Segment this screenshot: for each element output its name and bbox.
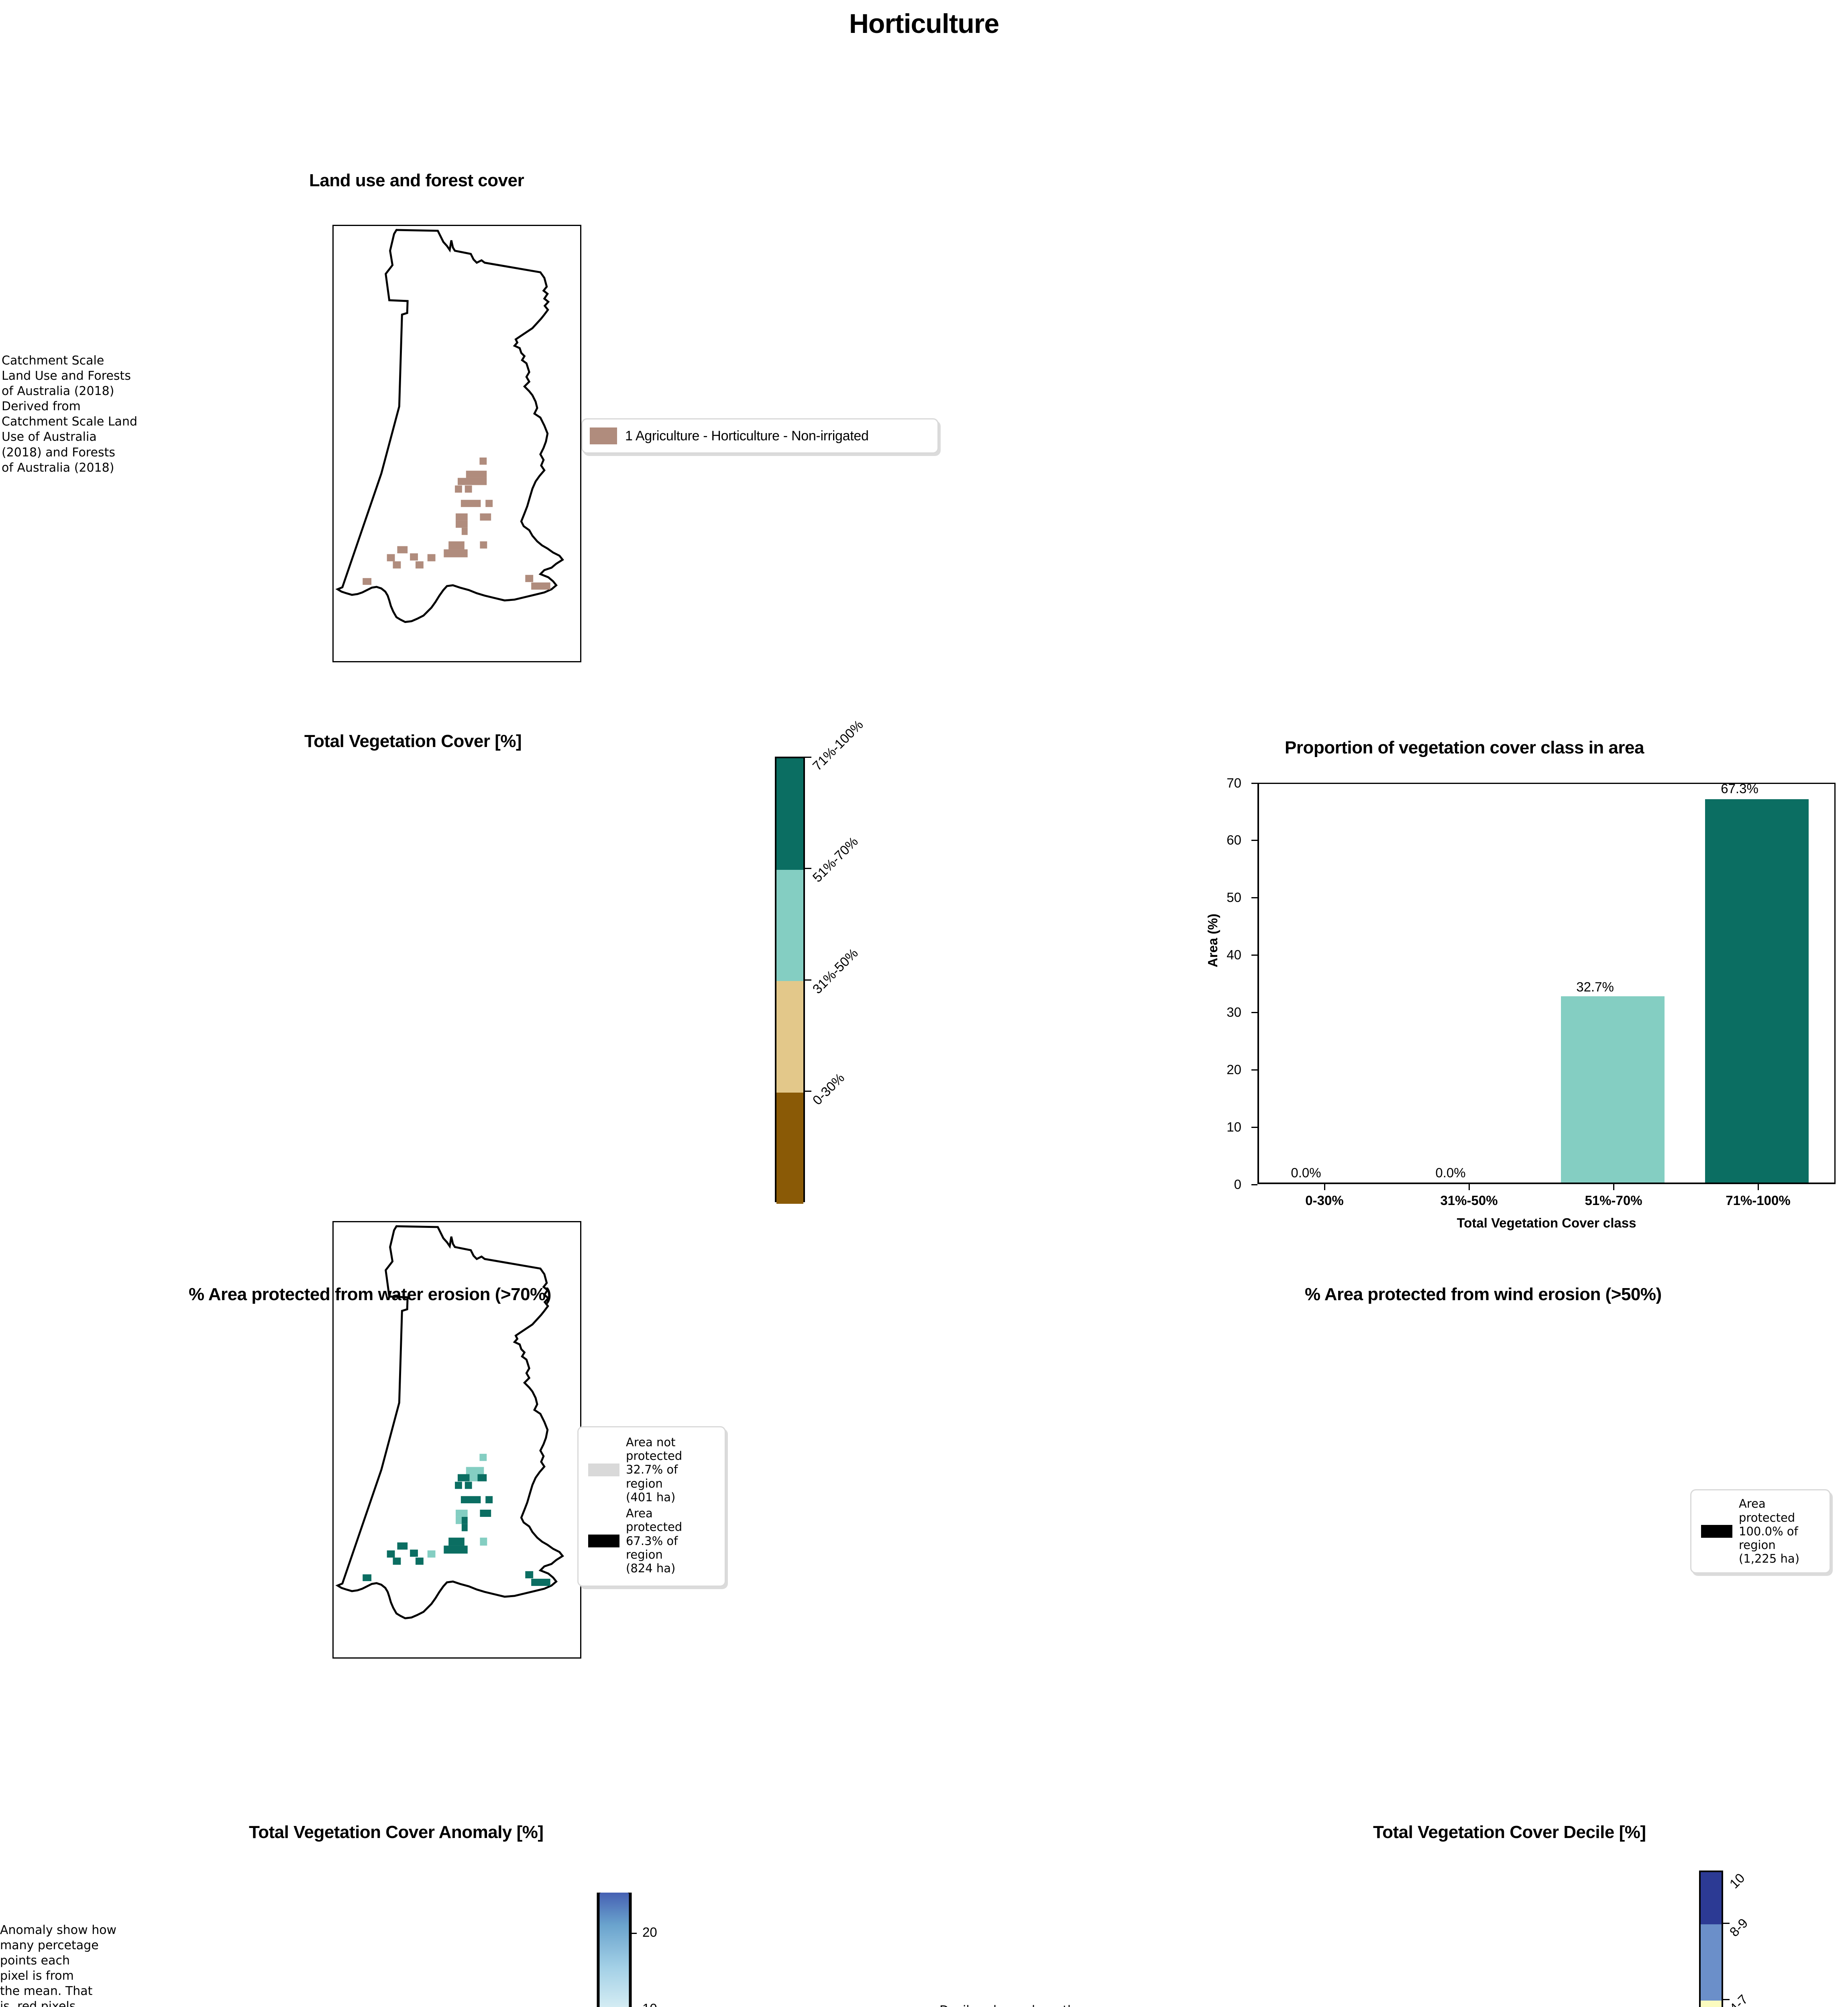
tvc-cb-label-1: 31%-50%	[809, 945, 861, 997]
not-protected-label: Area not protected 32.7% of region (401 …	[626, 1435, 683, 1504]
legend-item: Area not protected 32.7% of region (401 …	[583, 1435, 721, 1504]
tvc-cb-label-3: 71%-100%	[809, 717, 866, 773]
tvc-cb-label-0: 0-30%	[809, 1070, 848, 1108]
decile-cb-seg-10	[1701, 1872, 1722, 1924]
decile-cb-seg-8-9	[1701, 1924, 1722, 2001]
legend-item: Area protected 100.0% of region (1,225 h…	[1695, 1497, 1799, 1565]
barchart-x-axis-title: Total Vegetation Cover class	[1457, 1215, 1636, 1230]
landuse-legend-swatch	[590, 427, 617, 444]
protected-swatch	[1701, 1525, 1732, 1538]
anomaly-title: Total Vegetation Cover Anomaly [%]	[249, 1822, 544, 1842]
tvc-cb-seg-2	[776, 869, 803, 981]
bar-value-2: 32.7%	[1576, 979, 1614, 994]
decile-title: Total Vegetation Cover Decile [%]	[1373, 1822, 1646, 1842]
wind-erosion-legend[interactable]: Area protected 100.0% of region (1,225 h…	[1690, 1489, 1831, 1573]
decile-note: Deciles show where the pixel value lies …	[939, 2003, 1148, 2007]
anomaly-note: Anomaly show how many percetage points e…	[0, 1923, 117, 2007]
anomaly-cb-tick-10: 10	[642, 2001, 657, 2007]
not-protected-swatch	[588, 1463, 619, 1476]
barchart-y-ticks: 0 10 20 30 40 50 60 70	[1227, 776, 1836, 1192]
decile-cb-label-10: 10	[1726, 1870, 1748, 1891]
barchart-x-label-1: 31%-50%	[1440, 1193, 1498, 1208]
bar-value-3: 67.3%	[1721, 781, 1758, 796]
bar-value-1: 0.0%	[1435, 1165, 1466, 1180]
bar-value-0: 0.0%	[1291, 1165, 1321, 1180]
decile-cb-label-4-7: 4-7	[1726, 1991, 1751, 2007]
tvc-cb-seg-3	[776, 758, 803, 870]
page-title: Horticulture	[849, 8, 999, 39]
landuse-map[interactable]	[332, 225, 581, 662]
tvc-colorbar: 71%-100% 51%-70% 31%-50% 0-30%	[775, 717, 943, 1206]
wind-erosion-title: % Area protected from wind erosion (>50%…	[1305, 1284, 1662, 1304]
barchart-x-label-0: 0-30%	[1305, 1193, 1344, 1208]
landuse-panel-title: Land use and forest cover	[309, 171, 524, 190]
barchart-x-label-2: 51%-70%	[1585, 1193, 1642, 1208]
tvc-cb-label-2: 51%-70%	[809, 834, 861, 885]
protected-label: Area protected 67.3% of region (824 ha)	[626, 1506, 683, 1575]
barchart-plot-area	[1257, 783, 1836, 1184]
tvc-map[interactable]	[332, 1221, 581, 1659]
decile-cb-label-8-9: 8-9	[1726, 1915, 1751, 1940]
landuse-legend-label: 1 Agriculture - Horticulture - Non-irrig…	[625, 428, 869, 444]
bar-3[interactable]	[1705, 799, 1809, 1183]
barchart: Area (%) 0 10 20 30 40 50 60 70 0.0% 0.0…	[1205, 776, 1843, 1252]
barchart-y-axis-title: Area (%)	[1205, 914, 1220, 967]
protected-swatch	[588, 1534, 619, 1547]
tvc-cb-seg-1	[776, 981, 803, 1093]
anomaly-cb-tick-20: 20	[642, 1925, 657, 1940]
barchart-title: Proportion of vegetation cover class in …	[1285, 738, 1644, 757]
landuse-note: Catchment Scale Land Use and Forests of …	[2, 354, 137, 475]
barchart-x-label-3: 71%-100%	[1726, 1193, 1791, 1208]
bar-2[interactable]	[1561, 996, 1665, 1183]
landuse-legend[interactable]: 1 Agriculture - Horticulture - Non-irrig…	[581, 418, 939, 454]
decile-colorbar: 10 8-9 4-7 2-3 1	[1699, 1871, 1848, 2007]
decile-cb-seg-4-7	[1701, 2001, 1722, 2007]
tvc-cb-seg-0	[776, 1092, 803, 1204]
tvc-panel-title: Total Vegetation Cover [%]	[304, 731, 522, 751]
water-erosion-legend[interactable]: Area not protected 32.7% of region (401 …	[577, 1426, 726, 1587]
water-erosion-title: % Area protected from water erosion (>70…	[189, 1284, 551, 1304]
protected-label: Area protected 100.0% of region (1,225 h…	[1739, 1497, 1800, 1566]
legend-item: Area protected 67.3% of region (824 ha)	[583, 1506, 721, 1575]
anomaly-colorbar: 20 10 0 −10 −20	[586, 1893, 747, 2007]
